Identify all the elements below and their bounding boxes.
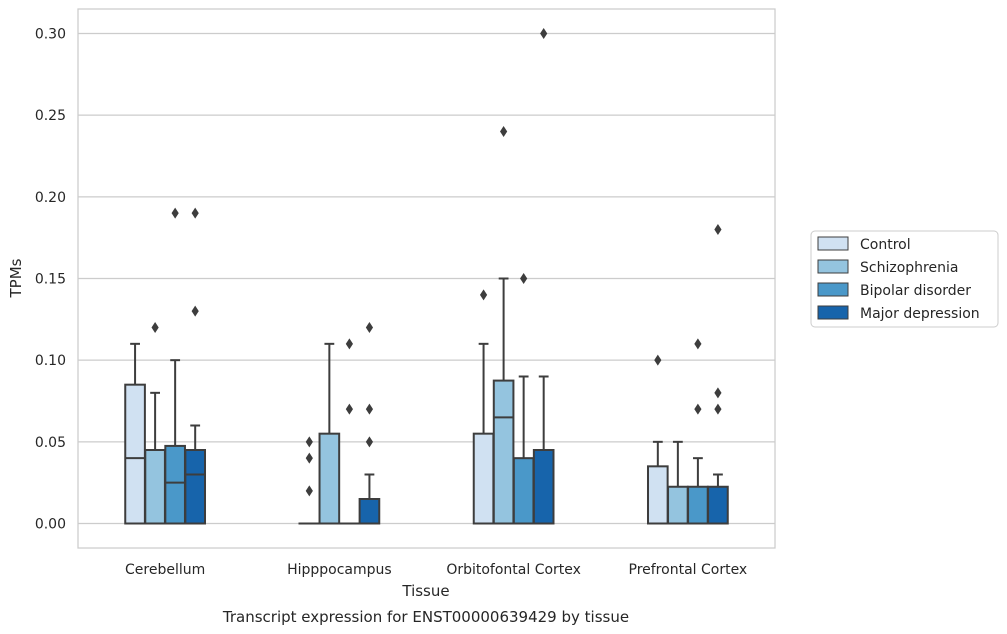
outlier-marker <box>694 338 702 350</box>
outlier-marker <box>365 322 374 333</box>
y-tick-label: 0.15 <box>35 272 66 288</box>
box-body <box>472 432 495 525</box>
box-bipolar-disorder <box>164 207 186 525</box>
outlier-marker <box>714 387 722 399</box>
y-tick-label: 0.30 <box>35 27 66 43</box>
outlier-marker <box>694 403 702 415</box>
outlier-marker <box>305 436 313 448</box>
box-bipolar-disorder <box>687 338 709 525</box>
legend-frame <box>810 230 999 328</box>
y-axis-ticks: 0.00 0.05 0.10 0.15 0.20 0.25 0.30 <box>35 27 66 533</box>
y-tick-label: 0.20 <box>35 190 66 206</box>
box-body <box>124 383 146 525</box>
outlier-marker <box>365 403 374 415</box>
box-body <box>184 449 207 525</box>
y-axis-label: TPMs <box>7 258 25 298</box>
legend: Control Schizophrenia Bipolar disorder Majo… <box>810 230 999 328</box>
box-body <box>358 498 381 525</box>
box-control <box>646 354 669 525</box>
outlier-marker <box>479 289 488 301</box>
outlier-marker <box>654 354 662 366</box>
legend-swatch <box>817 282 849 297</box>
x-tick-label: Prefrontal Cortex <box>629 562 748 578</box>
chart-title: Transcript expression for ENST0000063942… <box>222 608 629 626</box>
y-tick-label: 0.00 <box>35 517 66 533</box>
box-body <box>667 485 689 525</box>
outlier-marker <box>714 403 722 415</box>
legend-swatch <box>817 236 849 251</box>
x-axis-label: Tissue <box>401 582 449 600</box>
box-body <box>687 485 709 525</box>
outlier-marker <box>305 485 313 497</box>
outlier-marker <box>365 436 374 448</box>
legend-swatch <box>817 305 849 320</box>
box-schizophrenia <box>492 126 515 525</box>
outlier-marker <box>305 452 313 464</box>
x-axis-ticks: Cerebellum Hipppocampus Orbitofontal Corte… <box>125 562 747 578</box>
box-major-depression <box>184 207 207 525</box>
outlier-marker <box>500 126 508 137</box>
legend-label: Bipolar disorder <box>860 283 971 299</box>
box-major-depression <box>707 224 729 525</box>
box-body <box>707 485 729 525</box>
legend-swatch <box>817 259 849 274</box>
box-body <box>318 432 341 525</box>
box-body <box>492 379 515 525</box>
y-tick-label: 0.25 <box>35 108 66 124</box>
box-series <box>124 28 729 525</box>
y-tick-label: 0.05 <box>35 435 66 451</box>
legend-label: Major depression <box>860 306 980 322</box>
outlier-marker <box>345 338 353 350</box>
box-control <box>472 289 495 525</box>
x-tick-label: Hipppocampus <box>287 562 392 578</box>
box-body <box>164 444 186 525</box>
legend-label: Control <box>860 237 911 253</box>
outlier-marker <box>520 273 528 284</box>
outlier-marker <box>151 322 159 333</box>
outlier-marker <box>540 28 548 39</box>
outlier-marker <box>345 403 353 415</box>
outlier-marker <box>714 224 722 235</box>
box-body <box>646 465 669 525</box>
box-major-depression <box>358 322 381 525</box>
outlier-marker <box>191 305 199 317</box>
y-tick-label: 0.10 <box>35 353 66 369</box>
box-major-depression <box>532 28 555 525</box>
box-body <box>532 449 555 525</box>
x-tick-label: Orbitofontal Cortex <box>446 562 581 578</box>
box-schizophrenia <box>318 342 341 525</box>
box-body <box>144 449 166 525</box>
outlier-marker <box>191 207 199 219</box>
legend-label: Schizophrenia <box>860 260 958 276</box>
outlier-marker <box>171 207 179 219</box>
box-body <box>512 457 535 525</box>
x-tick-label: Cerebellum <box>125 562 205 578</box>
